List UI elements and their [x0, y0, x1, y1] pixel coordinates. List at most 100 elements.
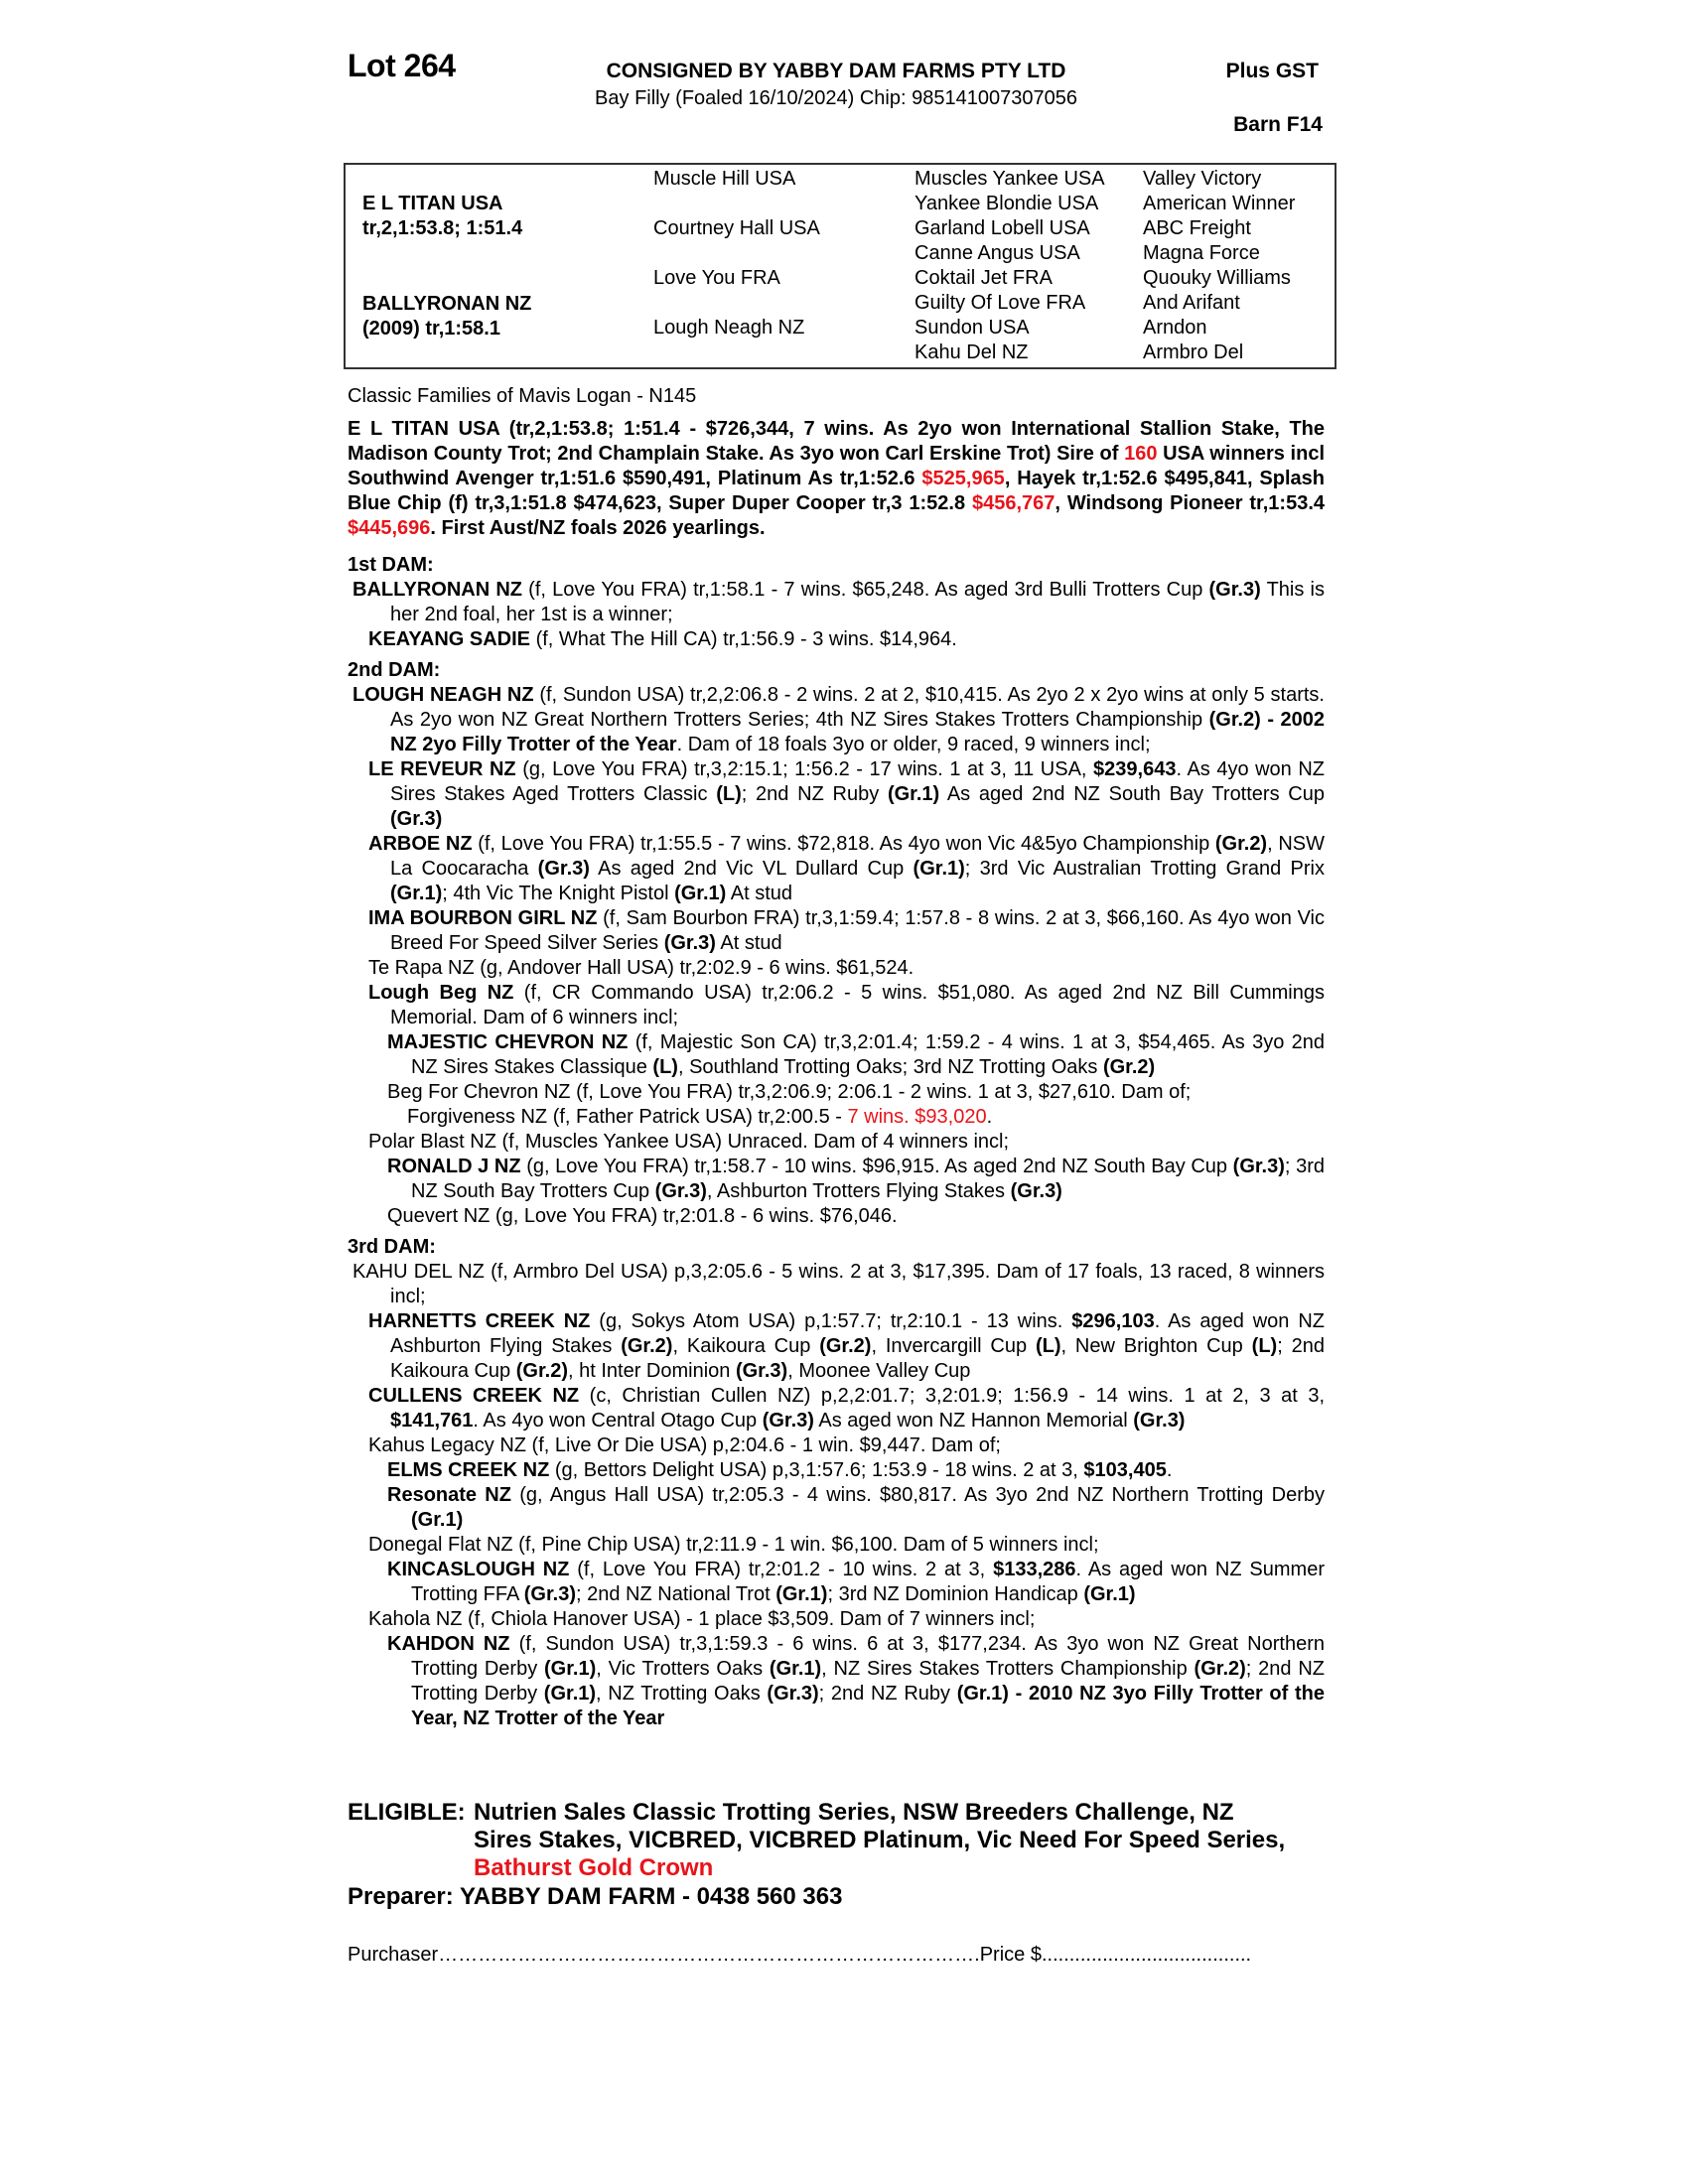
- text-segment: , New Brighton Cup: [1060, 1335, 1252, 1357]
- text-segment: RONALD J NZ: [387, 1156, 521, 1177]
- pedigree-gen3-ancestor: Coktail Jet FRA: [914, 267, 1053, 289]
- text-segment: (f, Love You FRA) tr,1:58.1 - 7 wins. $6…: [522, 579, 1209, 601]
- pedigree-notes: E L TITAN USA (tr,2,1:53.8; 1:51.4 - $72…: [348, 417, 1325, 1731]
- text-segment: 1st DAM:: [348, 554, 434, 576]
- text-segment: (f, Sam Bourbon FRA) tr,3,1:59.4; 1:57.8…: [390, 907, 1325, 954]
- text-segment: (Gr.1) - 2010 NZ 3yo Filly Trotter of th…: [411, 1683, 1325, 1729]
- purchaser-line: Purchaser……………………………………………………………………….Pri…: [348, 1944, 1252, 1966]
- text-segment: BALLYRONAN NZ: [352, 579, 522, 601]
- text-segment: (Gr.3): [762, 1410, 814, 1432]
- text-segment: ; 3rd NZ Dominion Handicap: [827, 1583, 1084, 1605]
- text-segment: .: [1166, 1459, 1173, 1481]
- text-segment: . As 4yo won NZ Sires Stakes Aged Trotte…: [390, 758, 1326, 805]
- text-segment: , ht Inter Dominion: [568, 1360, 736, 1382]
- text-segment: (Gr.2): [1214, 833, 1268, 855]
- text-segment: , Invercargill Cup: [871, 1335, 1036, 1357]
- text-segment: MAJESTIC CHEVRON NZ: [387, 1031, 629, 1053]
- progeny-entry: Kahus Legacy NZ (f, Live Or Die USA) p,2…: [348, 1433, 1325, 1458]
- text-segment: (Gr.3): [654, 1180, 707, 1202]
- text-segment: (Gr.3): [735, 1360, 788, 1382]
- text-segment: . Dam of 18 foals 3yo or older, 9 raced,…: [676, 734, 1151, 755]
- text-segment: ; 3rd NZ South Bay Trotters Cup: [411, 1156, 1325, 1202]
- text-segment: . As 4yo won Central Otago Cup: [473, 1410, 763, 1432]
- text-segment: Polar Blast NZ (f, Muscles Yankee USA) U…: [368, 1131, 1010, 1153]
- text-segment: (f, Sundon USA) tr,2,2:06.8 - 2 wins. 2 …: [390, 684, 1325, 731]
- text-segment: Beg For Chevron NZ (f, Love You FRA) tr,…: [387, 1081, 1192, 1103]
- text-segment: (L): [1035, 1335, 1061, 1357]
- text-segment: $141,761: [390, 1410, 474, 1432]
- text-segment: (c, Christian Cullen NZ) p,2,2:01.7; 3,2…: [579, 1385, 1325, 1407]
- text-segment: (Gr.1): [913, 858, 965, 880]
- highlight-text: 160: [1124, 443, 1158, 465]
- text-segment: (Gr.3): [537, 858, 590, 880]
- text-segment: (f, Love You FRA) tr,1:55.5 - 7 wins. $7…: [472, 833, 1215, 855]
- text-segment: (Gr.1): [390, 883, 443, 904]
- text-segment: As aged 2nd NZ South Bay Trotters Cup: [939, 783, 1325, 805]
- highlight-text: $445,696: [348, 517, 431, 539]
- text-segment: Forgiveness NZ (f, Father Patrick USA) t…: [407, 1106, 848, 1128]
- text-segment: , Southland Trotting Oaks; 3rd NZ Trotti…: [677, 1056, 1103, 1078]
- text-segment: (Gr.1): [769, 1658, 822, 1680]
- dam-heading: 2nd DAM:: [348, 658, 1325, 683]
- text-segment: (Gr.1): [544, 1658, 597, 1680]
- text-segment: (L): [1251, 1335, 1278, 1357]
- text-segment: (f, What The Hill CA) tr,1:56.9 - 3 wins…: [530, 628, 957, 650]
- sire-record: tr,2,1:53.8; 1:51.4: [362, 217, 523, 239]
- text-segment: (Gr.3): [1133, 1410, 1186, 1432]
- pedigree-gen4-ancestor: Armbro Del: [1143, 341, 1244, 363]
- text-segment: LOUGH NEAGH NZ: [352, 684, 534, 706]
- pedigree-gen2-ancestor: Muscle Hill USA: [653, 168, 796, 190]
- pedigree-gen2-ancestor: Love You FRA: [653, 267, 780, 289]
- text-segment: (Gr.3): [1232, 1156, 1285, 1177]
- text-segment: (g, Angus Hall USA) tr,2:05.3 - 4 wins. …: [510, 1484, 1326, 1506]
- text-segment: LE REVEUR NZ: [368, 758, 516, 780]
- text-segment: (Gr.1): [674, 883, 727, 904]
- pedigree-gen3-ancestor: Sundon USA: [914, 317, 1030, 339]
- pedigree-gen4-ancestor: Valley Victory: [1143, 168, 1262, 190]
- text-segment: Te Rapa NZ (g, Andover Hall USA) tr,2:02…: [368, 957, 914, 979]
- text-segment: $239,643: [1093, 758, 1177, 780]
- text-segment: (Gr.1): [1083, 1583, 1136, 1605]
- text-segment: .: [986, 1106, 993, 1128]
- text-segment: KEAYANG SADIE: [368, 628, 531, 650]
- text-segment: ARBOE NZ: [368, 833, 473, 855]
- progeny-entry: Beg For Chevron NZ (f, Love You FRA) tr,…: [348, 1080, 1325, 1105]
- pedigree-gen3-ancestor: Muscles Yankee USA: [914, 168, 1105, 190]
- text-segment: , Windsong Pioneer tr,1:53.4: [1055, 492, 1326, 514]
- text-segment: (g, Bettors Delight USA) p,3,1:57.6; 1:5…: [549, 1459, 1084, 1481]
- pedigree-table: E L TITAN USA tr,2,1:53.8; 1:51.4 BALLYR…: [344, 163, 1336, 369]
- text-segment: , Kaikoura Cup: [672, 1335, 820, 1357]
- text-segment: , NSW La Coocaracha: [390, 833, 1325, 880]
- text-segment: , Moonee Valley Cup: [787, 1360, 971, 1382]
- text-segment: $133,286: [993, 1559, 1076, 1580]
- progeny-entry: Forgiveness NZ (f, Father Patrick USA) t…: [348, 1105, 1325, 1130]
- text-segment: . First Aust/NZ foals 2026 yearlings.: [430, 517, 766, 539]
- gst-note: Plus GST: [1225, 60, 1319, 82]
- text-segment: (Gr.2): [515, 1360, 568, 1382]
- text-segment: This is her 2nd foal, her 1st is a winne…: [390, 579, 1325, 625]
- text-segment: (Gr.3): [390, 808, 443, 830]
- text-segment: (Gr.2): [1102, 1056, 1156, 1078]
- pedigree-gen2-ancestor: Lough Neagh NZ: [653, 317, 805, 339]
- progeny-entry: Quevert NZ (g, Love You FRA) tr,2:01.8 -…: [348, 1204, 1325, 1229]
- text-segment: (Gr.1): [775, 1583, 828, 1605]
- family-line: Classic Families of Mavis Logan - N145: [348, 385, 697, 407]
- pedigree-gen3-ancestor: Kahu Del NZ: [914, 341, 1029, 363]
- progeny-entry: KAHU DEL NZ (f, Armbro Del USA) p,3,2:05…: [348, 1260, 1325, 1309]
- pedigree-gen4-ancestor: American Winner: [1143, 193, 1296, 214]
- progeny-entry: Polar Blast NZ (f, Muscles Yankee USA) U…: [348, 1130, 1325, 1155]
- eligible-list: Nutrien Sales Classic Trotting Series, N…: [474, 1799, 1286, 1853]
- dam-record: (2009) tr,1:58.1: [362, 318, 500, 340]
- pedigree-gen4-ancestor: Arndon: [1143, 317, 1207, 339]
- progeny-entry: Te Rapa NZ (g, Andover Hall USA) tr,2:02…: [348, 956, 1325, 981]
- pedigree-gen4-ancestor: Magna Force: [1143, 242, 1260, 264]
- text-segment: (Gr.1): [411, 1509, 464, 1531]
- text-segment: IMA BOURBON GIRL NZ: [368, 907, 598, 929]
- text-segment: Lough Beg NZ: [368, 982, 514, 1004]
- text-segment: KAHU DEL NZ (f, Armbro Del USA) p,3,2:05…: [352, 1261, 1325, 1307]
- progeny-entry: Lough Beg NZ (f, CR Commando USA) tr,2:0…: [348, 981, 1325, 1030]
- text-segment: 3rd DAM:: [348, 1236, 436, 1258]
- text-segment: As aged won NZ Hannon Memorial: [813, 1410, 1134, 1432]
- progeny-entry: KEAYANG SADIE (f, What The Hill CA) tr,1…: [348, 627, 1325, 652]
- text-segment: , NZ Trotting Oaks: [596, 1683, 768, 1705]
